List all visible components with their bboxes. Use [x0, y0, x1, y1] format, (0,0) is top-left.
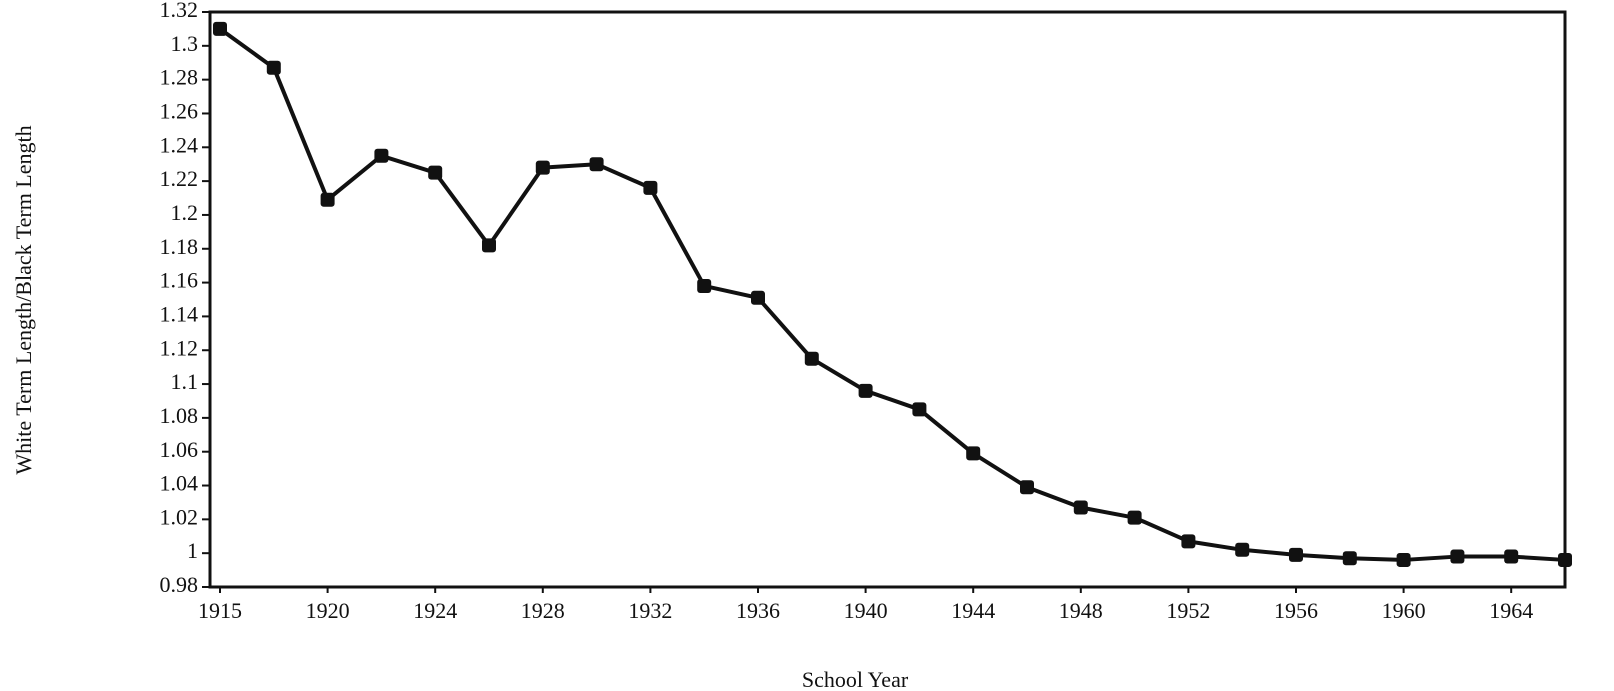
- x-tick-label: 1936: [736, 598, 780, 623]
- y-tick-label: 1.3: [171, 31, 199, 56]
- y-tick-label: 1: [187, 538, 198, 563]
- data-point: [643, 180, 658, 195]
- data-point: [912, 402, 927, 417]
- y-tick-label: 1.24: [160, 132, 199, 157]
- data-point: [428, 165, 443, 180]
- data-point: [266, 60, 281, 75]
- y-tick-label: 1.2: [171, 200, 199, 225]
- data-point: [697, 278, 712, 293]
- y-tick-label: 1.12: [160, 335, 199, 360]
- y-tick-label: 1.18: [160, 234, 199, 259]
- data-point: [1558, 552, 1572, 567]
- x-tick-label: 1915: [198, 598, 242, 623]
- x-tick-label: 1948: [1059, 598, 1103, 623]
- x-axis-title: School Year: [802, 667, 909, 691]
- x-tick-label: 1944: [951, 598, 995, 623]
- plot-frame: [208, 10, 1567, 589]
- x-tick-label: 1924: [413, 598, 457, 623]
- data-point: [374, 148, 389, 163]
- y-tick-label: 1.04: [160, 471, 199, 496]
- y-tick-label: 1.22: [160, 166, 199, 191]
- y-tick-label: 0.98: [160, 572, 199, 597]
- x-tick-label: 1932: [628, 598, 672, 623]
- y-tick-label: 1.28: [160, 65, 199, 90]
- data-point: [1020, 480, 1034, 495]
- data-point: [1235, 542, 1250, 557]
- y-tick-label: 1.02: [160, 504, 199, 529]
- y-tick-label: 1.32: [160, 0, 199, 22]
- x-tick-label: 1956: [1274, 598, 1318, 623]
- data-line: [218, 27, 1566, 562]
- x-tick-label: 1928: [521, 598, 565, 623]
- data-point: [804, 351, 819, 366]
- data-point: [751, 290, 765, 305]
- data-point: [1181, 534, 1196, 549]
- x-tick-label: 1964: [1489, 598, 1533, 623]
- data-point: [213, 21, 227, 36]
- data-point: [1342, 551, 1357, 566]
- y-tick-label: 1.26: [160, 99, 199, 124]
- data-point: [1396, 552, 1411, 567]
- data-point: [858, 383, 873, 398]
- data-point: [1450, 549, 1465, 564]
- y-tick-label: 1.14: [160, 301, 199, 326]
- data-point: [1289, 547, 1303, 562]
- y-tick-label: 1.16: [160, 268, 199, 293]
- y-tick-label: 1.1: [171, 369, 199, 394]
- y-tick-label: 1.06: [160, 437, 199, 462]
- x-tick-label: 1920: [306, 598, 350, 623]
- y-axis-title: White Term Length/Black Term Length: [11, 125, 36, 474]
- data-point: [320, 192, 335, 207]
- data-point: [1127, 510, 1142, 525]
- data-point: [1073, 500, 1088, 515]
- data-point: [966, 446, 981, 461]
- data-point: [1504, 549, 1519, 564]
- x-tick-label: 1960: [1382, 598, 1426, 623]
- x-tick-label: 1952: [1166, 598, 1210, 623]
- y-tick-label: 1.08: [160, 403, 199, 428]
- x-tick-label: 1940: [844, 598, 888, 623]
- data-point: [535, 160, 550, 175]
- data-point: [589, 157, 604, 172]
- data-point: [482, 238, 496, 253]
